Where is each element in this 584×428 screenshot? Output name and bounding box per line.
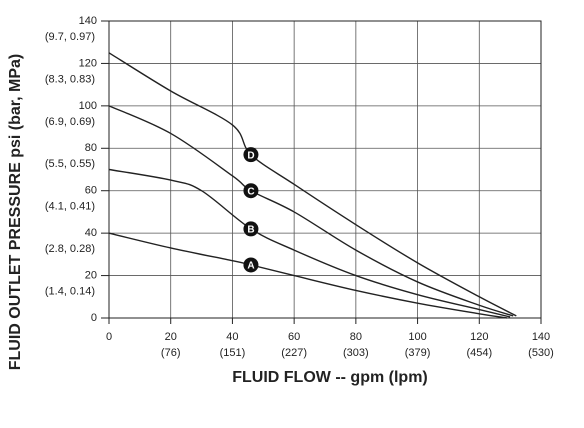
x-tick-sublabel: (151) xyxy=(220,347,246,359)
curve-marker xyxy=(243,221,259,237)
y-tick-label: 80 xyxy=(85,142,97,154)
curve xyxy=(108,105,514,317)
y-tick-sublabel: (2.8, 0.28) xyxy=(45,243,95,255)
curve xyxy=(108,232,508,319)
x-tick-label: 20 xyxy=(165,331,177,343)
x-axis-title: FLUID FLOW -- gpm (lpm) xyxy=(232,369,428,386)
curve-label: C xyxy=(247,186,254,197)
x-tick-sublabel: (227) xyxy=(281,347,307,359)
y-tick-sublabel: (6.9, 0.69) xyxy=(45,116,95,128)
x-tick-sublabel: (454) xyxy=(466,347,492,359)
y-tick-label: 120 xyxy=(79,57,97,69)
x-tick-sublabel: (303) xyxy=(343,347,369,359)
curve xyxy=(108,168,511,318)
x-tick-sublabel: (76) xyxy=(161,347,181,359)
curve-marker xyxy=(243,257,259,273)
y-tick-label: 60 xyxy=(85,185,97,197)
y-tick-sublabel: (4.1, 0.41) xyxy=(45,201,95,213)
x-tick-label: 40 xyxy=(226,331,238,343)
y-tick-sublabel: (1.4, 0.14) xyxy=(45,285,95,297)
curve-marker xyxy=(243,147,259,163)
y-tick-label: 40 xyxy=(85,227,97,239)
x-tick-label: 0 xyxy=(106,331,112,343)
curve xyxy=(108,52,517,317)
x-tick-sublabel: (379) xyxy=(405,347,431,359)
y-tick-sublabel: (8.3, 0.83) xyxy=(45,73,95,85)
curve-label: A xyxy=(247,261,254,272)
x-tick-sublabel: (530) xyxy=(528,347,554,359)
y-tick-sublabel: (5.5, 0.55) xyxy=(45,158,95,170)
y-axis-title: FLUID OUTLET PRESSURE psi (bar, MPa) xyxy=(7,54,24,370)
x-tick-label: 60 xyxy=(288,331,300,343)
y-tick-label: 20 xyxy=(85,269,97,281)
curve-marker xyxy=(243,183,259,199)
x-tick-label: 100 xyxy=(408,331,426,343)
y-tick-sublabel: (9.7, 0.97) xyxy=(45,31,95,43)
plot-border xyxy=(108,20,542,319)
curve-label: D xyxy=(247,150,254,161)
curve-label: B xyxy=(247,225,254,236)
x-tick-label: 80 xyxy=(350,331,362,343)
y-tick-label: 100 xyxy=(79,100,97,112)
y-tick-label: 0 xyxy=(91,312,97,324)
y-tick-label: 140 xyxy=(79,15,97,27)
x-tick-label: 140 xyxy=(532,331,550,343)
x-tick-label: 120 xyxy=(470,331,488,343)
